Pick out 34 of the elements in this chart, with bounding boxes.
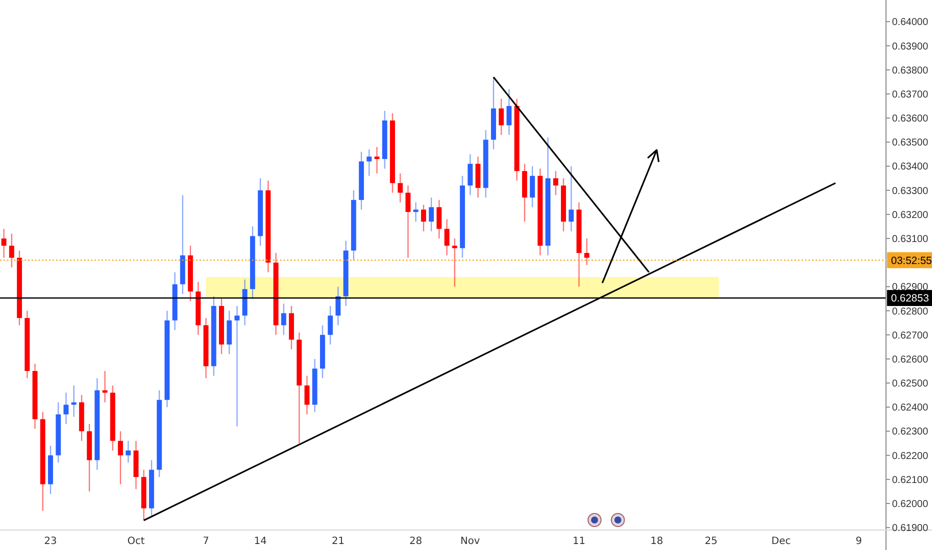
x-tick-label: 7 — [202, 536, 210, 547]
y-tick-label: 0.63600 — [892, 114, 929, 125]
y-tick-label: 0.63200 — [892, 210, 929, 221]
y-tick-label: 0.63100 — [892, 234, 929, 245]
y-tick-label: 0.62500 — [892, 378, 929, 390]
ref-line-label: 0.62853 — [891, 292, 930, 305]
y-tick-label: 0.63800 — [892, 65, 929, 76]
x-tick-label: 25 — [704, 536, 718, 547]
y-tick-label: 0.62600 — [892, 354, 929, 366]
y-tick-label: 0.64000 — [892, 17, 929, 28]
y-tick-label: 0.62000 — [892, 499, 929, 510]
y-tick-label: 0.63700 — [892, 89, 929, 100]
y-tick-label: 0.63500 — [892, 138, 929, 149]
y-tick-label: 0.62800 — [892, 306, 929, 318]
y-tick-label: 0.63300 — [892, 186, 929, 197]
y-tick-label: 0.62400 — [892, 402, 929, 414]
x-tick-label: 28 — [409, 536, 422, 547]
x-tick-label: Oct — [127, 536, 145, 547]
y-tick-label: 0.62200 — [892, 450, 929, 462]
y-tick-label: 0.62700 — [892, 330, 929, 342]
x-tick-label: 23 — [44, 536, 57, 547]
y-tick-label: 0.63900 — [892, 41, 929, 52]
x-tick-label: 11 — [572, 536, 586, 547]
x-tick-label: 9 — [856, 536, 862, 547]
y-tick-label: 0.62100 — [892, 474, 929, 486]
x-tick-label: Dec — [771, 536, 791, 547]
x-tick-label: Nov — [460, 536, 480, 547]
y-tick-label: 0.62300 — [892, 426, 929, 438]
x-tick-label: 21 — [332, 536, 344, 547]
x-tick-label: 18 — [650, 536, 664, 547]
y-tick-label: 0.63400 — [892, 162, 929, 173]
y-tick-label: 0.61900 — [892, 523, 929, 534]
x-tick-label: 14 — [254, 536, 267, 547]
text: 03:52:55 — [891, 254, 932, 267]
